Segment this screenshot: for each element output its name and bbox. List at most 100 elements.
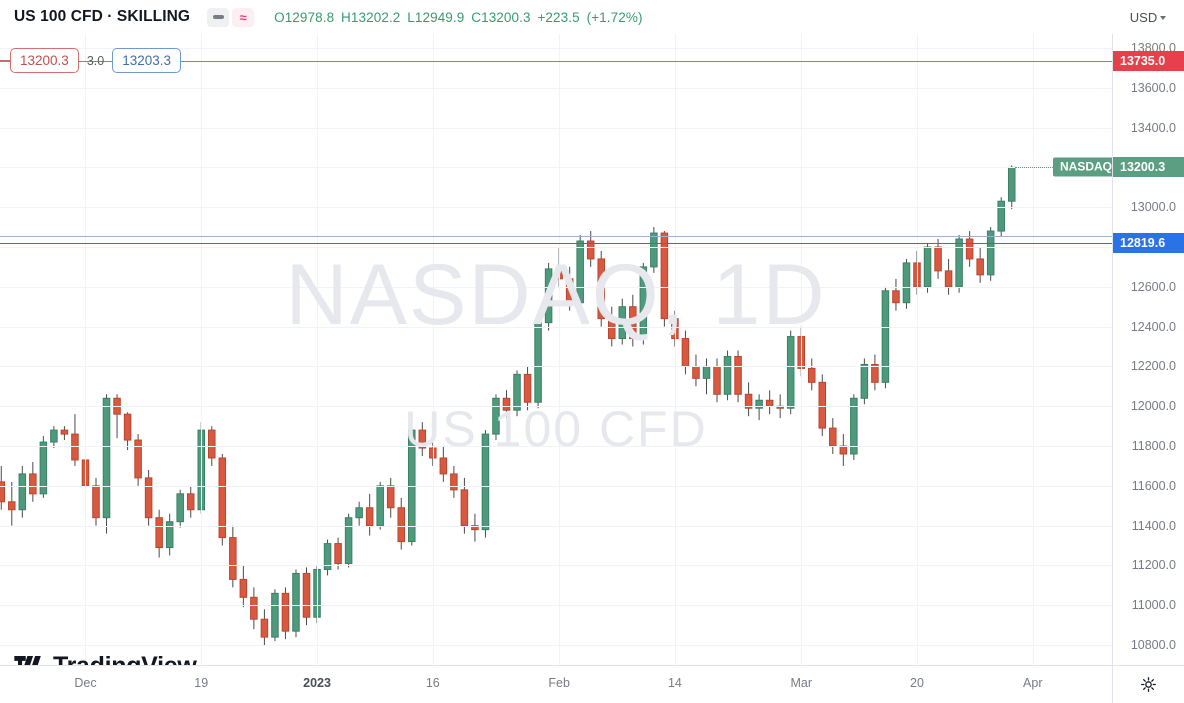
price-axis-badge-blue[interactable]: 12819.6 bbox=[1113, 233, 1184, 254]
gridline-horizontal bbox=[0, 605, 1112, 607]
currency-label: USD bbox=[1129, 9, 1158, 25]
open-label: O bbox=[274, 9, 285, 25]
ohlc-values: O12978.8 H13202.2 L12949.9 C13200.3 +223… bbox=[274, 10, 645, 25]
approx-style-toggle[interactable]: ≈ bbox=[232, 7, 255, 27]
open-value: 12978.8 bbox=[284, 9, 335, 25]
candlestick bbox=[513, 370, 521, 417]
candlestick bbox=[386, 477, 395, 518]
ask-price-box[interactable]: 13203.3 bbox=[112, 48, 182, 74]
low-label: L bbox=[407, 9, 415, 25]
approx-icon: ≈ bbox=[239, 9, 247, 25]
price-axis-tick: 11400.0 bbox=[1131, 518, 1176, 533]
candlestick bbox=[734, 350, 742, 403]
price-axis-badge-red[interactable]: 13735.0 bbox=[1113, 50, 1184, 71]
chart-type-toggles: ≈ bbox=[207, 7, 255, 27]
candlestick bbox=[429, 440, 437, 466]
candlestick-series bbox=[0, 165, 1016, 646]
gridline-vertical bbox=[317, 34, 318, 665]
candlestick bbox=[765, 390, 774, 415]
gridline-horizontal bbox=[0, 127, 1112, 129]
candlestick bbox=[439, 446, 448, 482]
alert-line[interactable] bbox=[0, 60, 1112, 62]
candlestick bbox=[681, 330, 690, 375]
candlestick bbox=[502, 390, 511, 419]
candlestick bbox=[229, 525, 237, 588]
candlestick bbox=[102, 394, 111, 534]
candlestick bbox=[850, 394, 858, 460]
candlestick bbox=[839, 434, 848, 466]
candlestick bbox=[492, 394, 500, 441]
candlestick bbox=[481, 430, 490, 538]
price-axis-tick: 12600.0 bbox=[1130, 279, 1176, 294]
candlestick bbox=[71, 414, 79, 466]
gridline-horizontal bbox=[0, 47, 1112, 49]
chart-pane[interactable]: NASDAQ, 1D US 100 CFD NASDAQ 13200.3 3.0… bbox=[0, 34, 1112, 665]
candlestick bbox=[534, 318, 542, 409]
gridline-horizontal bbox=[0, 207, 1112, 209]
candlestick bbox=[323, 539, 332, 576]
candlestick bbox=[671, 310, 679, 347]
candlestick bbox=[818, 374, 827, 437]
price-axis-badge-green[interactable]: 13200.3 bbox=[1113, 157, 1184, 178]
candlestick bbox=[881, 286, 890, 389]
high-value: 13202.2 bbox=[350, 9, 401, 25]
bid-ask-quote: 13200.3 3.0 13203.3 bbox=[0, 44, 182, 78]
symbol-tag-label[interactable]: NASDAQ bbox=[1053, 157, 1112, 177]
level-line-secondary[interactable] bbox=[0, 236, 1112, 238]
candlestick bbox=[544, 262, 553, 331]
gridline-horizontal bbox=[0, 406, 1112, 408]
price-axis[interactable]: 13800.013600.013400.013200.013000.012800… bbox=[1112, 34, 1184, 665]
level-line[interactable] bbox=[0, 243, 1112, 245]
candlestick bbox=[186, 485, 195, 518]
time-axis-tick: Dec bbox=[74, 676, 97, 690]
bid-price-box[interactable]: 13200.3 bbox=[10, 48, 79, 74]
candlestick bbox=[450, 465, 458, 498]
time-axis-tick: Mar bbox=[790, 676, 812, 690]
candlestick bbox=[650, 227, 658, 273]
price-axis-tick: 11800.0 bbox=[1131, 439, 1176, 454]
candlestick bbox=[923, 243, 932, 293]
line-style-toggle[interactable] bbox=[207, 7, 230, 27]
spread-value: 3.0 bbox=[86, 53, 105, 68]
chart-settings-button[interactable] bbox=[1112, 665, 1184, 703]
candlestick bbox=[123, 412, 132, 451]
last-price-leader-line bbox=[1015, 167, 1053, 169]
time-axis-tick: Feb bbox=[548, 676, 570, 690]
candlestick bbox=[597, 250, 605, 327]
candlestick bbox=[60, 426, 69, 441]
time-axis-tick: Apr bbox=[1023, 676, 1043, 690]
candlestick bbox=[281, 587, 290, 640]
price-axis-tick: 11200.0 bbox=[1131, 558, 1176, 573]
candlestick bbox=[944, 258, 953, 295]
price-axis-tick: 12400.0 bbox=[1130, 319, 1176, 334]
gridline-vertical bbox=[201, 34, 202, 665]
candlestick bbox=[934, 239, 942, 279]
candlestick bbox=[902, 258, 911, 309]
tradingview-wordmark: TradingView bbox=[53, 654, 197, 666]
gridline-horizontal bbox=[0, 485, 1112, 487]
candlestick bbox=[250, 587, 258, 630]
candlestick bbox=[744, 382, 753, 417]
gridline-vertical bbox=[1033, 34, 1034, 665]
gridline-horizontal bbox=[0, 565, 1112, 567]
chart-header: US 100 CFD · SKILLING ≈ O12978.8 H13202.… bbox=[0, 0, 1112, 34]
candlestick bbox=[1007, 165, 1016, 210]
candlestick bbox=[8, 481, 16, 526]
candlestick bbox=[334, 537, 342, 570]
price-axis-tick: 13600.0 bbox=[1130, 80, 1176, 95]
candlestick bbox=[418, 422, 427, 456]
time-axis[interactable]: Dec 19 2023 16 Feb 14 Mar 20 Apr bbox=[0, 665, 1112, 703]
low-value: 12949.9 bbox=[414, 9, 465, 25]
change-value: +223.5 bbox=[537, 9, 580, 25]
time-axis-tick: 19 bbox=[194, 676, 209, 690]
candlestick bbox=[871, 354, 879, 391]
candlestick bbox=[397, 497, 406, 550]
candlestick bbox=[239, 565, 248, 608]
time-axis-tick: 14 bbox=[667, 676, 682, 690]
symbol-title[interactable]: US 100 CFD · SKILLING bbox=[14, 8, 191, 25]
candlestick bbox=[523, 366, 532, 411]
candlestick bbox=[702, 358, 711, 395]
candlestick bbox=[134, 434, 142, 486]
currency-selector[interactable]: USD bbox=[1112, 0, 1184, 34]
